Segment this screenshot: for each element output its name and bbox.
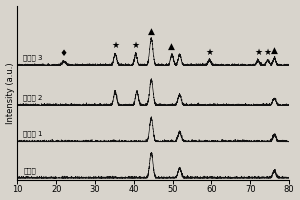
Text: 实施例 3: 实施例 3 xyxy=(23,54,43,61)
Text: ▲: ▲ xyxy=(148,27,155,36)
Y-axis label: Intensity (a.u.): Intensity (a.u.) xyxy=(6,62,15,124)
Text: ★: ★ xyxy=(254,48,262,57)
Text: ★: ★ xyxy=(111,41,119,50)
Text: ▲: ▲ xyxy=(271,46,278,55)
Text: ★: ★ xyxy=(264,48,272,57)
Text: ♦: ♦ xyxy=(60,49,68,58)
Text: ▲: ▲ xyxy=(168,42,175,51)
Text: 实施例 2: 实施例 2 xyxy=(23,94,43,101)
Text: 对比例: 对比例 xyxy=(23,167,36,174)
Text: 实施例 1: 实施例 1 xyxy=(23,131,43,137)
Text: ★: ★ xyxy=(132,41,140,50)
Text: ★: ★ xyxy=(206,48,214,57)
